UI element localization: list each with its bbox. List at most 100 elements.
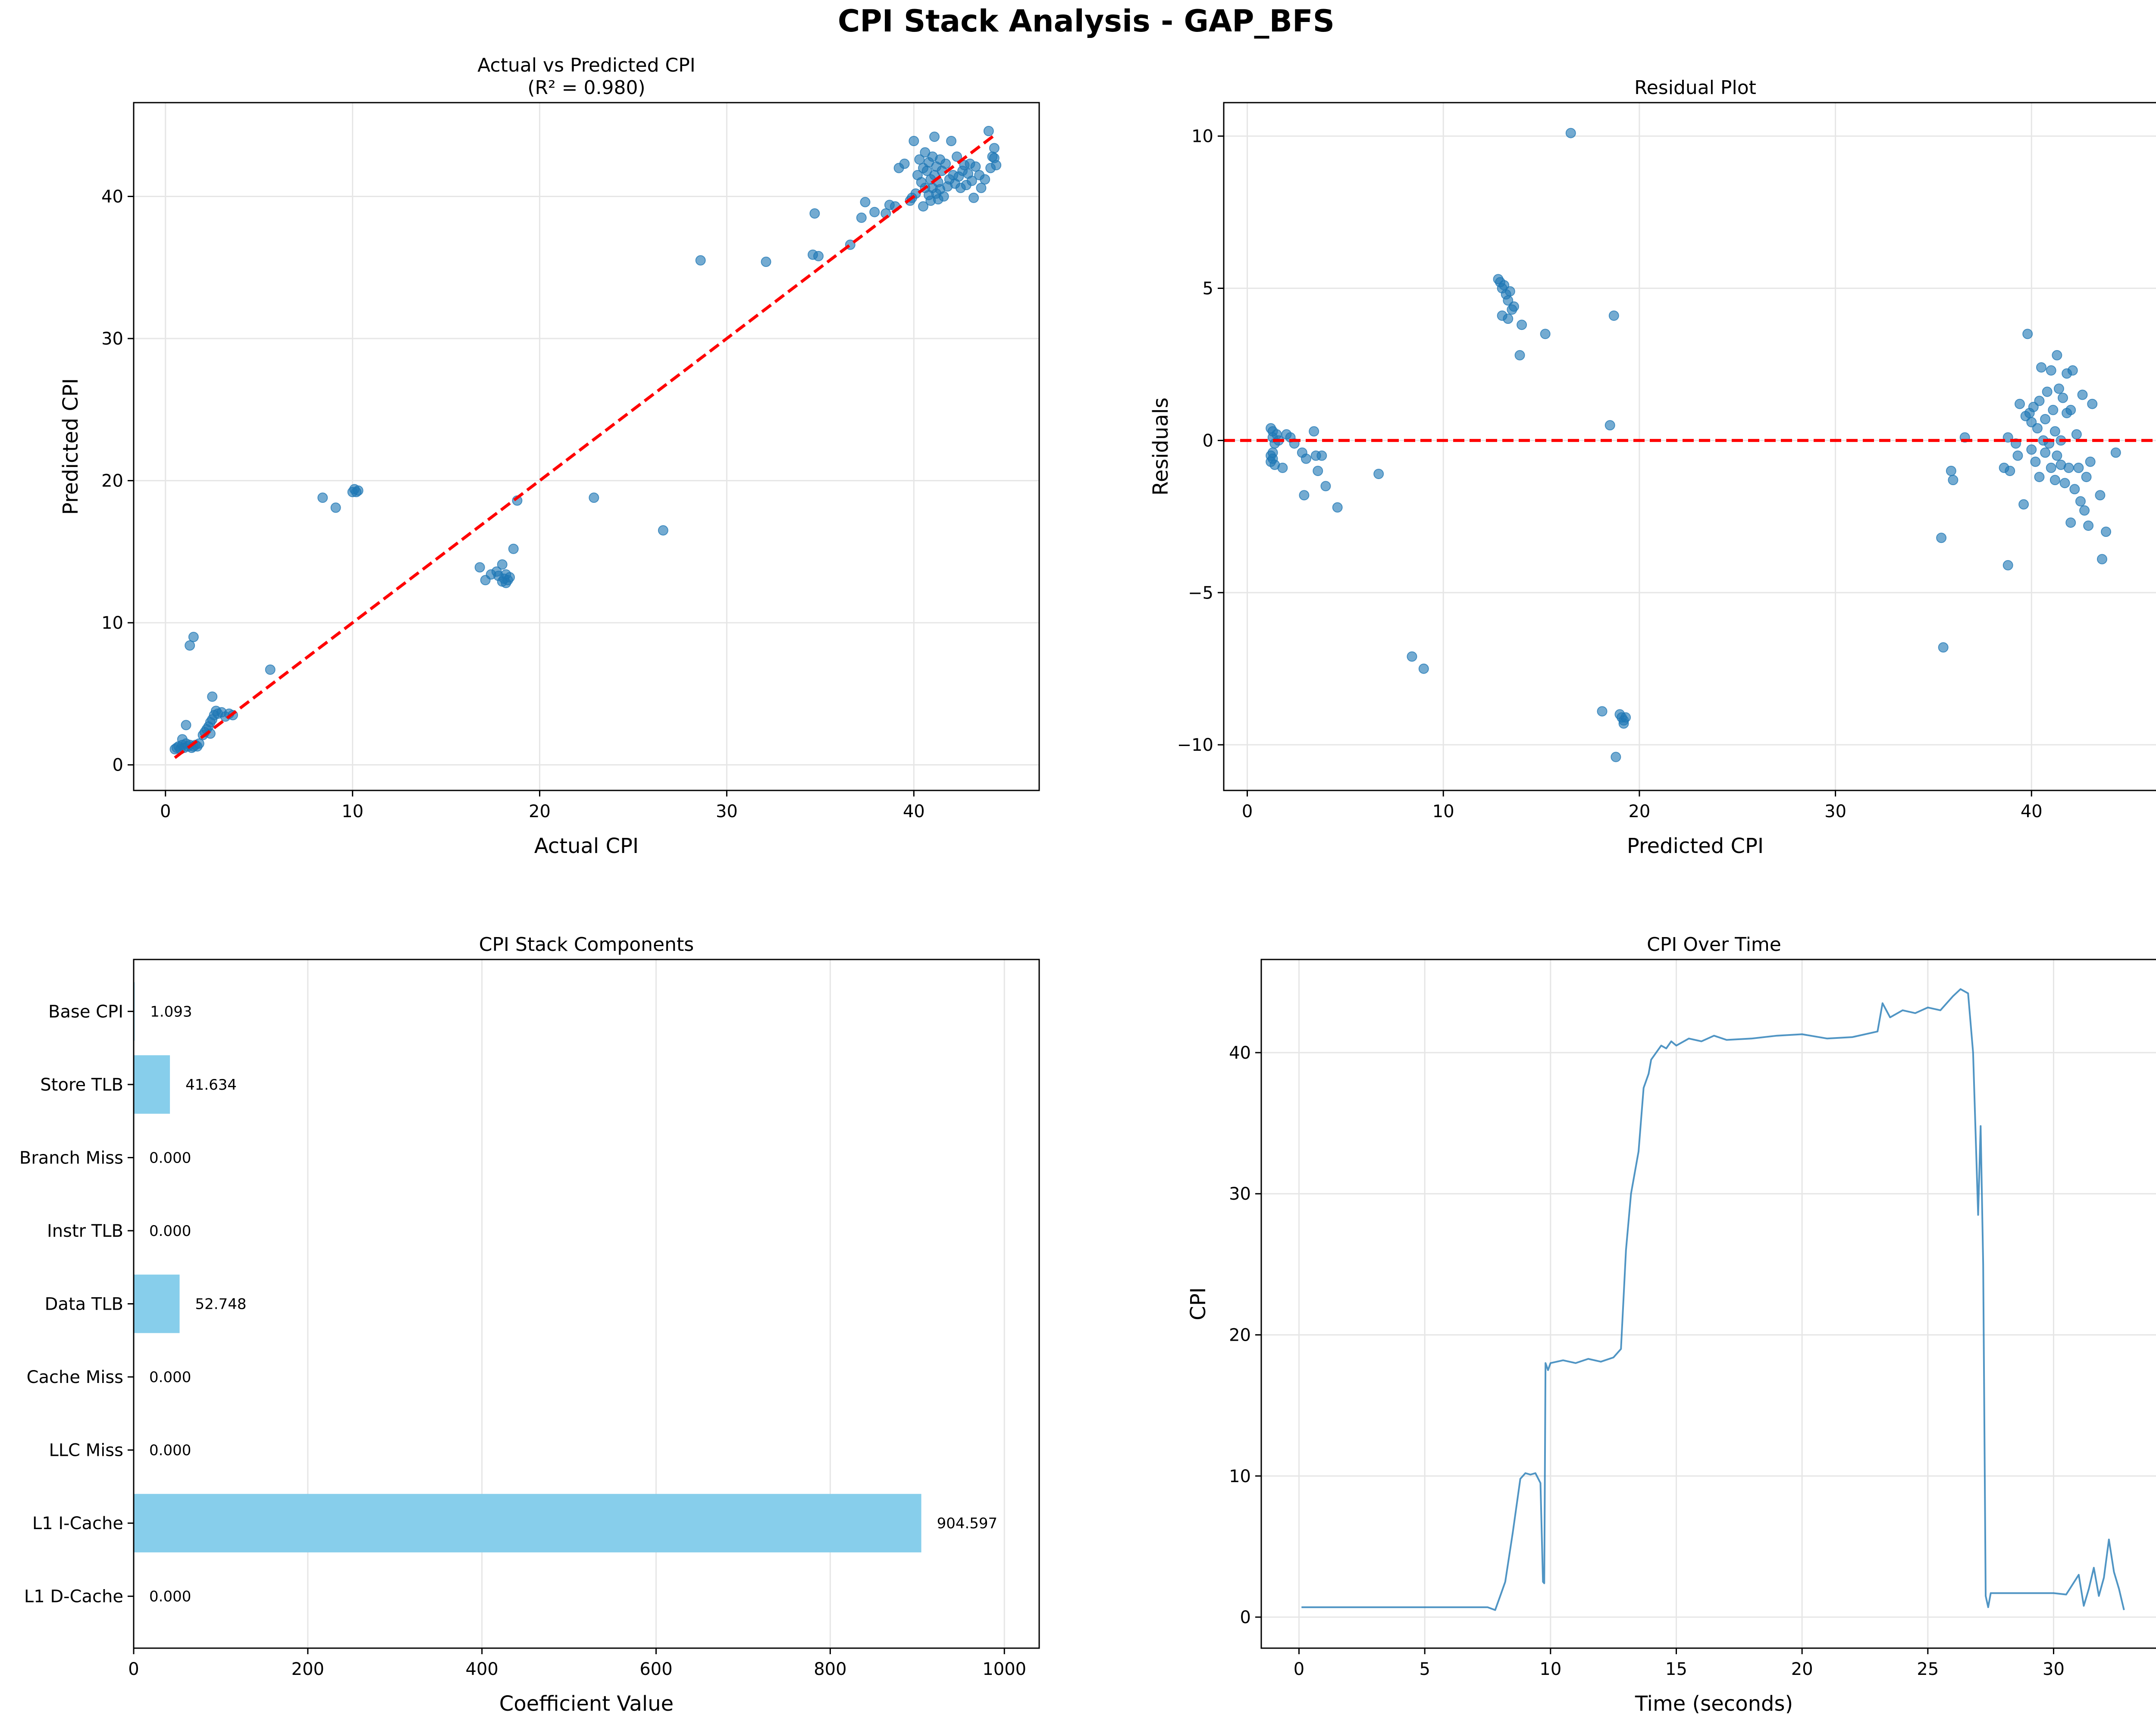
scatter-point <box>976 182 987 193</box>
category-label: Instr TLB <box>47 1221 123 1241</box>
chart-title: CPI Over Time <box>1647 934 1781 956</box>
scatter-point <box>2101 527 2112 537</box>
scatter-point <box>497 559 508 570</box>
scatter-point <box>2073 462 2084 473</box>
scatter-point <box>2065 517 2076 528</box>
y-tick-label: 0 <box>1203 431 1213 451</box>
y-tick-label: 40 <box>1229 1043 1251 1063</box>
scatter-point <box>2048 404 2059 415</box>
bar-value-label: 0.000 <box>149 1588 191 1605</box>
scatter-point <box>989 153 1000 163</box>
scatter-point <box>265 664 276 675</box>
scatter-point <box>918 201 928 212</box>
scatter-point <box>2052 350 2062 361</box>
y-tick-label: 30 <box>1229 1184 1251 1204</box>
bar-value-label: 0.000 <box>149 1223 191 1240</box>
scatter-point <box>2081 472 2092 483</box>
x-tick-label: 20 <box>1791 1659 1813 1679</box>
category-label: Cache Miss <box>27 1367 123 1387</box>
scatter-point <box>1948 475 1959 486</box>
scatter-point <box>2046 365 2056 376</box>
scatter-point <box>1508 301 1519 312</box>
y-axis-label: Residuals <box>1149 398 1173 496</box>
axes-frame-3 <box>1260 959 2156 1649</box>
scatter-point <box>989 143 1000 154</box>
x-axis-label: Time (seconds) <box>1635 1692 1793 1713</box>
scatter-point <box>2085 456 2096 467</box>
scatter-point <box>2040 447 2051 458</box>
category-label: Base CPI <box>48 1002 123 1022</box>
scatter-point <box>2063 462 2074 473</box>
x-tick-label: 20 <box>1628 802 1650 821</box>
scatter-point <box>1611 752 1621 762</box>
chart-title: Actual vs Predicted CPI <box>477 54 696 76</box>
scatter-point <box>2087 398 2098 409</box>
scatter-point <box>2075 496 2086 507</box>
x-tick-label: 800 <box>814 1659 846 1679</box>
bar-value-label: 0.000 <box>149 1149 191 1166</box>
x-tick-label: 30 <box>716 802 738 821</box>
x-tick-label: 10 <box>1539 1659 1561 1679</box>
x-tick-label: 0 <box>1294 1659 1304 1679</box>
x-tick-label: 1000 <box>982 1659 1026 1679</box>
scatter-point <box>2069 484 2080 495</box>
x-tick-label: 10 <box>342 802 364 821</box>
scatter-point <box>2096 554 2107 564</box>
y-tick-label: 20 <box>101 471 123 491</box>
x-tick-label: 10 <box>1432 802 1454 821</box>
figure-title: CPI Stack Analysis - GAP_BFS <box>837 3 1335 39</box>
scatter-point <box>2049 426 2060 437</box>
y-tick-label: −5 <box>1188 583 1213 603</box>
category-label: L1 I-Cache <box>32 1514 123 1533</box>
y-tick-label: 10 <box>101 613 123 633</box>
scatter-point <box>181 720 191 731</box>
y-axis-label: CPI <box>1186 1287 1210 1320</box>
bar-value-label: 41.634 <box>185 1076 237 1094</box>
chart-title: Residual Plot <box>1634 77 1756 99</box>
y-tick-label: 10 <box>1191 127 1213 147</box>
axes-frame-0 <box>133 102 1040 791</box>
bar-value-label: 52.748 <box>195 1296 247 1313</box>
scatter-point <box>1332 502 1343 513</box>
scatter-point <box>1517 320 1527 330</box>
scatter-point <box>2034 395 2045 406</box>
x-tick-label: 0 <box>160 802 171 821</box>
scatter-point <box>2053 383 2064 394</box>
x-tick-label: 40 <box>903 802 925 821</box>
scatter-point <box>2014 398 2025 409</box>
category-label: Data TLB <box>45 1295 123 1314</box>
scatter-point <box>2046 462 2056 473</box>
scatter-point <box>1320 481 1331 492</box>
scatter-point <box>980 174 990 185</box>
scatter-point <box>1316 450 1327 461</box>
bar-value-label: 0.000 <box>149 1442 191 1459</box>
scatter-point <box>2083 520 2094 531</box>
scatter-point <box>970 161 981 172</box>
scatter-point <box>1313 465 1323 476</box>
y-tick-label: −10 <box>1177 735 1213 755</box>
bar <box>134 1494 921 1552</box>
y-tick-label: 0 <box>1240 1608 1251 1627</box>
x-tick-label: 600 <box>639 1659 672 1679</box>
category-label: L1 D-Cache <box>24 1587 123 1607</box>
scatter-point <box>1277 462 1288 473</box>
scatter-point <box>929 132 940 142</box>
x-tick-label: 0 <box>128 1659 139 1679</box>
bar-value-label: 904.597 <box>937 1515 998 1532</box>
category-label: Branch Miss <box>19 1148 123 1168</box>
x-tick-label: 0 <box>1242 802 1253 821</box>
scatter-point <box>914 154 925 165</box>
scatter-point <box>658 525 668 536</box>
x-tick-label: 40 <box>2021 802 2043 821</box>
scatter-point <box>1503 314 1514 324</box>
scatter-point <box>1299 490 1310 501</box>
x-tick-label: 400 <box>466 1659 498 1679</box>
y-tick-label: 10 <box>1229 1467 1251 1486</box>
x-tick-label: 30 <box>1824 802 1846 821</box>
scatter-point <box>474 562 485 573</box>
scatter-point <box>2036 362 2047 373</box>
scatter-point <box>2079 505 2090 516</box>
scatter-point <box>188 632 199 643</box>
scatter-point <box>966 176 977 186</box>
scatter-point <box>1618 718 1629 729</box>
